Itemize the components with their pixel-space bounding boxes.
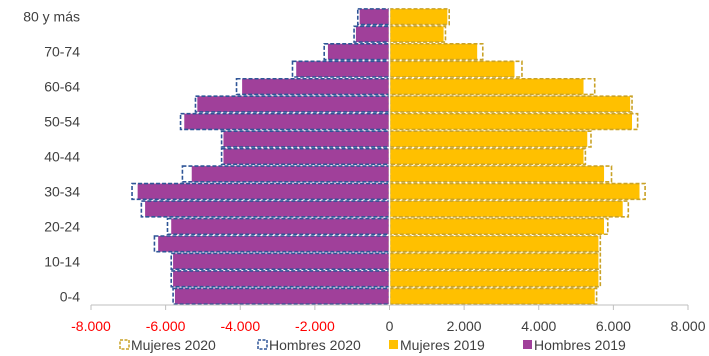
x-tick-label: -4.000	[220, 318, 260, 334]
bar-hombres-2019-70-74	[327, 43, 390, 60]
bar-hombres-2019-20-24	[171, 218, 390, 235]
bar-mujeres-2019-20-24	[389, 218, 605, 235]
bar-hombres-2019-10-14	[173, 253, 390, 270]
legend-swatch-mujeres-2020	[119, 339, 130, 350]
bar-mujeres-2019-45-49	[389, 131, 588, 147]
bar-hombres-2019-60-64	[242, 78, 390, 95]
bar-hombres-2020-35-39	[181, 165, 391, 183]
x-tick-label: 4.000	[521, 318, 556, 334]
bar-mujeres-2019-65-69	[389, 61, 515, 78]
bar-hombres-2019-25-29	[145, 201, 390, 217]
bar-mujeres-2019-25-29	[389, 201, 623, 217]
bar-mujeres-2019-75-79	[389, 26, 444, 43]
bar-hombres-2019-30-34	[137, 183, 390, 200]
y-tick-label: 0-4	[60, 288, 80, 304]
y-tick-label: 50-54	[44, 114, 80, 130]
bar-mujeres-2020-80-y-m-s	[388, 8, 451, 26]
y-tick-label: 40-44	[44, 149, 80, 165]
legend-swatch-hombres-2020	[257, 339, 268, 350]
x-tick-label: -6.000	[146, 318, 186, 334]
x-tick-label: 6.000	[596, 318, 631, 334]
bar-hombres-2019-40-44	[223, 148, 390, 165]
bar-hombres-2019-65-69	[296, 61, 390, 78]
bar-mujeres-2019-80-y-m-s	[389, 8, 448, 25]
bar-hombres-2019-15-19	[158, 235, 390, 252]
bar-hombres-2019-45-49	[223, 131, 390, 147]
bar-mujeres-2019-60-64	[389, 78, 584, 95]
bar-mujeres-2019-10-14	[389, 253, 599, 270]
x-axis-labels: -8.000 -6.000 -4.000 -2.000 0 2.000 4.000 6.000…	[71, 318, 706, 334]
bar-mujeres-2019-35-39	[389, 166, 605, 182]
legend-swatch-hombres-2019	[523, 340, 532, 349]
bar-hombres-2019-0-4	[174, 288, 390, 305]
bar-mujeres-2019-5-9	[389, 270, 599, 287]
legend: Mujeres 2020 Hombres 2020 Mujeres 2019 Homb…	[119, 337, 626, 353]
bar-mujeres-2019-55-59	[389, 96, 631, 112]
legend-label-mujeres-2019: Mujeres 2019	[400, 337, 485, 353]
bar-mujeres-2019-30-34	[389, 183, 640, 200]
y-tick-label: 70-74	[44, 44, 80, 60]
x-tick-label: -2.000	[295, 318, 335, 334]
series-hombres-2019	[137, 8, 390, 305]
bar-hombres-2019-80-y-m-s	[359, 8, 390, 25]
bar-hombres-2020-5-9	[170, 270, 391, 288]
y-axis-labels: 0-4 10-14 20-24 30-34 40-44 50-54 60-64 70-74 80…	[23, 9, 80, 305]
legend-label-hombres-2019: Hombres 2019	[534, 337, 626, 353]
x-tick-label: 0	[386, 318, 394, 334]
bar-mujeres-2019-40-44	[389, 148, 584, 165]
bar-hombres-2019-5-9	[173, 270, 390, 287]
y-tick-label: 80 y más	[23, 9, 80, 25]
bar-mujeres-2019-15-19	[389, 235, 599, 252]
bar-mujeres-2019-0-4	[389, 288, 595, 305]
x-tick-label: 8.000	[670, 318, 705, 334]
bar-mujeres-2020-0-4	[388, 287, 598, 305]
bar-hombres-2019-55-59	[197, 96, 390, 112]
bar-mujeres-2019-70-74	[389, 43, 478, 60]
legend-swatch-mujeres-2019	[389, 340, 398, 349]
bar-mujeres-2020-20-24	[388, 217, 609, 236]
x-tick-label: 2.000	[447, 318, 482, 334]
y-tick-label: 10-14	[44, 253, 80, 269]
legend-label-mujeres-2020: Mujeres 2020	[131, 337, 216, 353]
y-tick-label: 20-24	[44, 218, 80, 234]
bar-hombres-2020-10-14	[170, 252, 391, 270]
y-tick-label: 30-34	[44, 183, 80, 199]
bar-hombres-2019-35-39	[191, 166, 390, 182]
bar-mujeres-2020-55-59	[388, 95, 633, 113]
bar-hombres-2019-75-79	[355, 26, 390, 43]
x-tick-label: -8.000	[71, 318, 111, 334]
series-mujeres-2019	[389, 8, 640, 305]
bar-mujeres-2020-35-39	[388, 165, 613, 183]
bar-hombres-2019-50-54	[184, 113, 390, 130]
y-tick-label: 60-64	[44, 79, 80, 95]
legend-label-hombres-2020: Hombres 2020	[269, 337, 361, 353]
bar-mujeres-2019-50-54	[389, 113, 633, 130]
